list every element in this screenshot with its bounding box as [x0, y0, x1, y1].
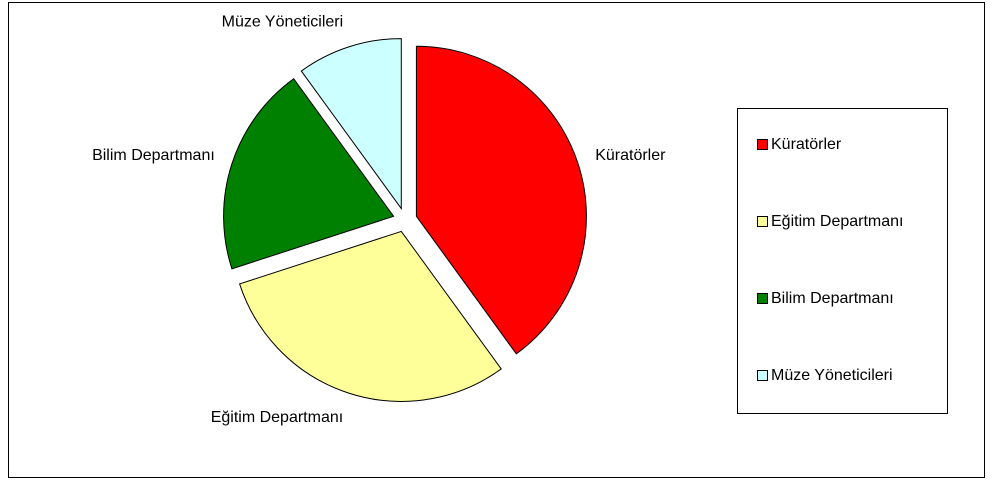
slice-label: Eğitim Departmanı [211, 409, 344, 426]
legend-label: Bilim Departmanı [771, 290, 894, 307]
pie-slice [415, 45, 587, 355]
legend-swatch [757, 370, 768, 381]
legend-swatch [757, 139, 768, 150]
legend-swatch [757, 216, 768, 227]
legend-label: Küratörler [771, 136, 842, 153]
legend-swatch [757, 293, 768, 304]
slice-label: Küratörler [595, 147, 666, 164]
legend-label: Eğitim Departmanı [771, 213, 904, 230]
pie-slice [300, 38, 402, 211]
legend-box [737, 108, 948, 414]
legend-label: Müze Yöneticileri [771, 367, 893, 384]
pie-slice [223, 78, 395, 270]
slice-label: Bilim Departmanı [92, 147, 215, 164]
slice-label: Müze Yöneticileri [222, 13, 344, 30]
pie-slice [238, 230, 502, 402]
